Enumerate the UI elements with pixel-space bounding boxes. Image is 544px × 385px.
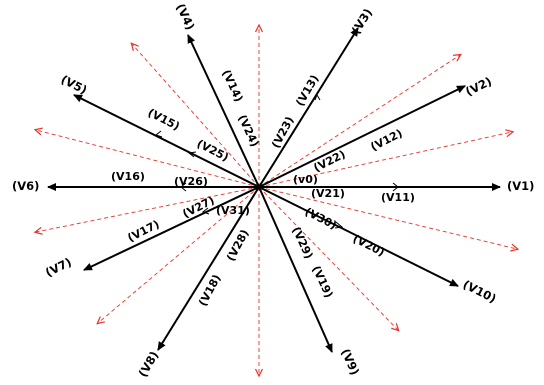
mid-arrow-v30 <box>334 221 344 229</box>
label-v6: (V6) <box>12 179 39 193</box>
sector-line-lower-left-1 <box>33 186 260 235</box>
label-v13: (V13) <box>293 73 321 109</box>
vector-v8 <box>157 186 260 351</box>
label-v0: (v0) <box>293 173 318 186</box>
vector-v5 <box>73 94 260 188</box>
label-v11: (V11) <box>381 191 415 204</box>
mid-arrowheads <box>154 93 399 229</box>
label-v17: (V17) <box>125 218 161 245</box>
label-v7: (V7) <box>43 255 74 280</box>
origin-point <box>256 184 262 190</box>
label-v25: (V25) <box>195 137 231 164</box>
sector-line-lower-left-2 <box>96 186 260 325</box>
vector-v2 <box>258 85 466 188</box>
label-v5: (V5) <box>59 72 90 97</box>
mid-arrow-v13 <box>314 93 321 101</box>
sector-lines <box>33 23 520 378</box>
label-v21: (V21) <box>311 187 345 200</box>
label-v1: (V1) <box>507 179 534 193</box>
label-v28: (V28) <box>224 227 251 263</box>
vector-v10 <box>258 186 459 287</box>
mid-arrow-v15 <box>154 130 163 138</box>
label-v8: (V8) <box>135 349 161 380</box>
label-v9: (V9) <box>338 347 362 378</box>
label-v3: (V3) <box>349 6 375 37</box>
vector-v3 <box>258 27 359 188</box>
voltage-vectors <box>47 27 501 353</box>
label-v26: (V26) <box>174 175 208 188</box>
mid-arrow-v27 <box>201 207 210 215</box>
vector-v7 <box>83 186 260 271</box>
label-v30: (V30) <box>303 205 339 232</box>
label-v29: (V29) <box>289 225 315 261</box>
sector-line-upper-right-2 <box>258 129 515 188</box>
mid-arrow-v25 <box>187 151 197 158</box>
mid-arrow-v11 <box>392 182 399 192</box>
label-v16: (V16) <box>111 170 145 183</box>
vector-v9 <box>258 186 333 353</box>
label-v18: (V18) <box>196 272 223 308</box>
mid-arrow-v26 <box>180 182 187 192</box>
vector-v4 <box>187 34 260 188</box>
label-v14: (V14) <box>219 68 245 104</box>
label-v4: (V4) <box>173 1 197 32</box>
label-v20: (V20) <box>351 232 387 259</box>
sector-line-lower-right-1 <box>258 186 520 252</box>
label-v15: (V15) <box>146 106 182 133</box>
label-v10: (V10) <box>461 277 499 306</box>
sector-line-lower-right-2 <box>258 186 400 332</box>
label-v19: (V19) <box>309 264 335 300</box>
label-v31: (V31) <box>216 204 250 217</box>
sector-line-upper-left-1 <box>130 42 260 188</box>
sector-line-upper-right-1 <box>258 53 462 188</box>
sector-line-upper-left-2 <box>33 127 260 188</box>
label-v2: (V2) <box>463 74 494 99</box>
